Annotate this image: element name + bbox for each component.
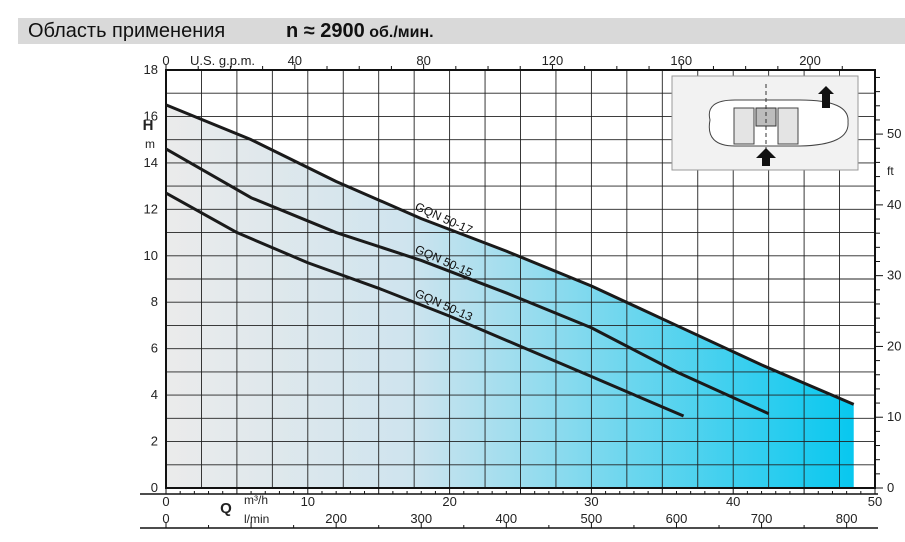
- m3h-tick-label: 20: [442, 494, 456, 509]
- curve-1: [165, 147, 770, 416]
- m3h-tick-label: 40: [726, 494, 740, 509]
- y2-tick-label: 0: [887, 480, 894, 495]
- m3h-tick-label: 50: [868, 494, 882, 509]
- x-unit-lmin: l/min: [244, 512, 269, 526]
- pump-impeller: [755, 107, 777, 127]
- y2-tick-label: 20: [887, 338, 901, 353]
- operating-area: [166, 104, 854, 488]
- y-tick-label: 14: [144, 155, 158, 170]
- lmin-tick-label: 600: [666, 511, 688, 526]
- y2-axis-label: ft: [887, 164, 894, 178]
- y-tick-label: 6: [151, 341, 158, 356]
- y-tick-label: 16: [144, 108, 158, 123]
- gpm-axis-label: U.S. g.p.m.: [190, 53, 255, 68]
- pump-part-right: [777, 107, 799, 145]
- y-tick-label: 12: [144, 201, 158, 216]
- y2-tick-label: 40: [887, 197, 901, 212]
- y-tick-label: 0: [151, 480, 158, 495]
- curve-2: [165, 191, 685, 418]
- m3h-tick-label: 30: [584, 494, 598, 509]
- lmin-tick-label: 400: [495, 511, 517, 526]
- page-title: Область применения: [28, 20, 226, 42]
- lmin-tick-label: 200: [325, 511, 347, 526]
- lmin-tick-label: 800: [836, 511, 858, 526]
- pump-cross-section-icon: [671, 75, 859, 171]
- y-tick-label: 8: [151, 294, 158, 309]
- pump-part-left: [733, 107, 755, 145]
- inlet-arrow-icon: [756, 148, 776, 166]
- y-tick-label: 18: [144, 62, 158, 77]
- y2-tick-label: 30: [887, 268, 901, 283]
- y-tick-label: 2: [151, 434, 158, 449]
- bottom-axis-ticks-2: [165, 522, 848, 528]
- right-axis-ticks: [875, 76, 883, 489]
- y-axis-label: H: [143, 117, 154, 134]
- y2-tick-label: 50: [887, 126, 901, 141]
- gpm-tick-label: 200: [799, 53, 821, 68]
- gpm-tick-label: 0: [162, 53, 169, 68]
- gpm-tick-label: 80: [416, 53, 430, 68]
- y-tick-label: 10: [144, 248, 158, 263]
- lmin-tick-label: 0: [162, 511, 169, 526]
- y-tick-label: 4: [151, 387, 158, 402]
- y2-tick-label: 10: [887, 409, 901, 424]
- x-unit-m3h: m³/h: [244, 493, 268, 507]
- lmin-tick-label: 700: [751, 511, 773, 526]
- bottom-axis-ticks-1: [165, 488, 876, 494]
- outlet-arrow-icon: [818, 86, 834, 108]
- curve-0: [165, 103, 855, 406]
- gpm-tick-label: 120: [542, 53, 564, 68]
- gpm-tick-label: 160: [670, 53, 692, 68]
- top-axis-ticks: [165, 64, 843, 70]
- speed-label: n ≈ 2900 об./мин.: [286, 20, 434, 43]
- x-axis-label: Q: [220, 500, 232, 517]
- lmin-tick-label: 500: [581, 511, 603, 526]
- lmin-tick-label: 300: [410, 511, 432, 526]
- gpm-tick-label: 40: [288, 53, 302, 68]
- speed-unit: об./мин.: [364, 24, 434, 41]
- m3h-tick-label: 10: [301, 494, 315, 509]
- speed-value: n ≈ 2900: [286, 20, 365, 42]
- m3h-tick-label: 0: [162, 494, 169, 509]
- header-bar: Область применения n ≈ 2900 об./мин.: [18, 18, 905, 44]
- y-axis-unit: m: [145, 137, 155, 151]
